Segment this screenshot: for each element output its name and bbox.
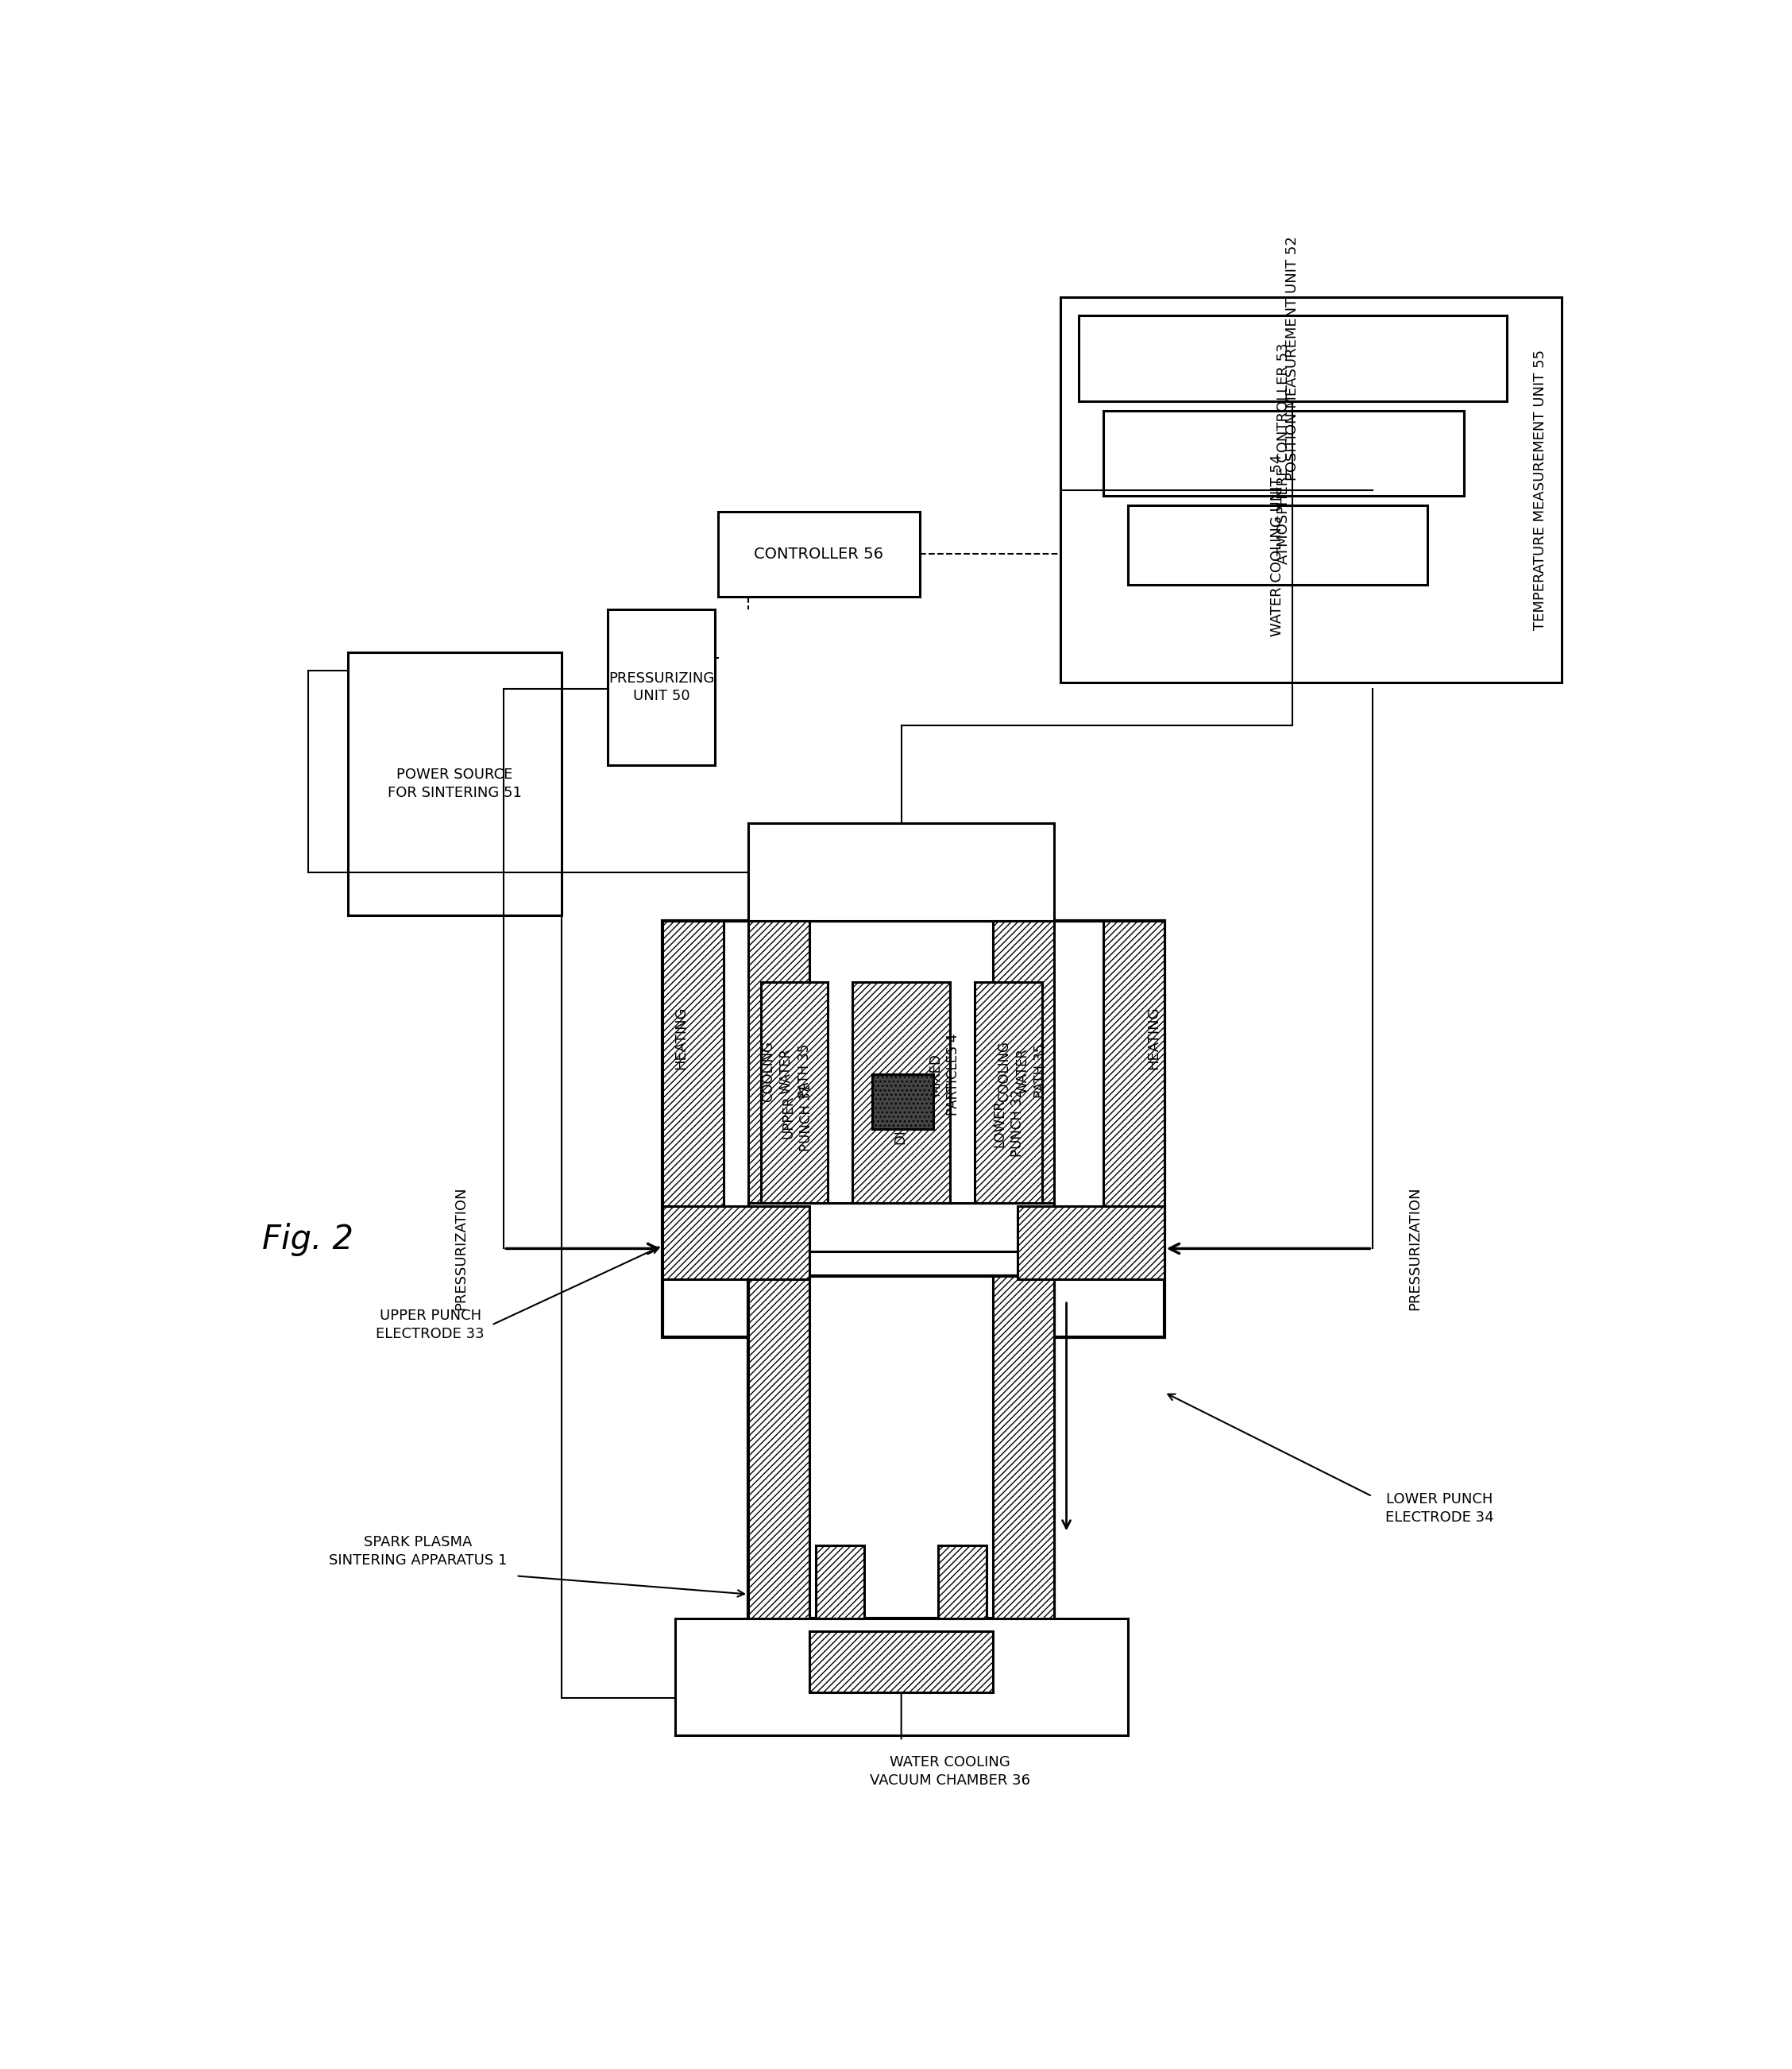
Text: WATER COOLING UNIT 54: WATER COOLING UNIT 54 [1271, 453, 1285, 635]
Bar [810, 1630, 993, 1692]
Bar [348, 652, 563, 914]
Bar [749, 1202, 1054, 1252]
Bar [1018, 1206, 1165, 1279]
Bar [975, 983, 1041, 1202]
Text: UPPER PUNCH
ELECTRODE 33: UPPER PUNCH ELECTRODE 33 [376, 1310, 484, 1341]
Bar [760, 983, 828, 1202]
Text: MIXED
PARTICLES 4: MIXED PARTICLES 4 [928, 1032, 961, 1115]
Bar [937, 1546, 987, 1618]
Bar [1079, 317, 1507, 401]
Bar [719, 511, 919, 598]
Bar [853, 983, 950, 1202]
Text: LOWER
PUNCH 32: LOWER PUNCH 32 [993, 1088, 1025, 1157]
Text: POWER SOURCE
FOR SINTERING 51: POWER SOURCE FOR SINTERING 51 [387, 768, 521, 801]
Text: HEATING: HEATING [674, 1006, 688, 1070]
Bar [749, 1277, 1054, 1618]
Bar [1127, 505, 1426, 586]
Bar [749, 823, 1054, 921]
Text: PRESSURIZATION: PRESSURIZATION [453, 1188, 468, 1310]
Bar [1104, 410, 1464, 497]
Bar [663, 921, 724, 1221]
Text: HEATING: HEATING [1147, 1006, 1161, 1070]
Bar [1061, 298, 1563, 683]
Text: PRESSURIZATION: PRESSURIZATION [1409, 1188, 1423, 1310]
Text: LOWER PUNCH
ELECTRODE 34: LOWER PUNCH ELECTRODE 34 [1385, 1492, 1495, 1525]
Bar [993, 921, 1054, 1221]
Text: PRESSURIZING
UNIT 50: PRESSURIZING UNIT 50 [607, 670, 715, 703]
Text: COOLING
WATER
PATH 35: COOLING WATER PATH 35 [762, 1041, 812, 1101]
Bar [749, 921, 810, 1221]
Bar [663, 921, 1165, 1337]
Bar [607, 608, 715, 766]
Text: ATMOSPHERE CONTROLLER 53: ATMOSPHERE CONTROLLER 53 [1276, 343, 1290, 565]
Bar [676, 1618, 1127, 1736]
Bar [815, 1546, 864, 1618]
Text: UPPER
PUNCH 31: UPPER PUNCH 31 [781, 1082, 814, 1150]
Bar [1104, 921, 1165, 1221]
Text: DIE 30: DIE 30 [894, 1101, 909, 1144]
Bar [873, 1074, 934, 1130]
Text: CONTROLLER 56: CONTROLLER 56 [754, 546, 883, 561]
Text: SPARK PLASMA
SINTERING APPARATUS 1: SPARK PLASMA SINTERING APPARATUS 1 [330, 1535, 507, 1568]
Text: Fig. 2: Fig. 2 [262, 1223, 353, 1256]
Bar [663, 1206, 810, 1279]
Text: COOLING
WATER
PATH 35: COOLING WATER PATH 35 [996, 1041, 1048, 1101]
Text: POSITION MEASUREMENT UNIT 52: POSITION MEASUREMENT UNIT 52 [1285, 236, 1299, 480]
Bar [749, 1277, 810, 1618]
Text: WATER COOLING
VACUUM CHAMBER 36: WATER COOLING VACUUM CHAMBER 36 [869, 1755, 1030, 1788]
Bar [993, 1277, 1054, 1618]
Text: TEMPERATURE MEASUREMENT UNIT 55: TEMPERATURE MEASUREMENT UNIT 55 [1534, 350, 1548, 631]
